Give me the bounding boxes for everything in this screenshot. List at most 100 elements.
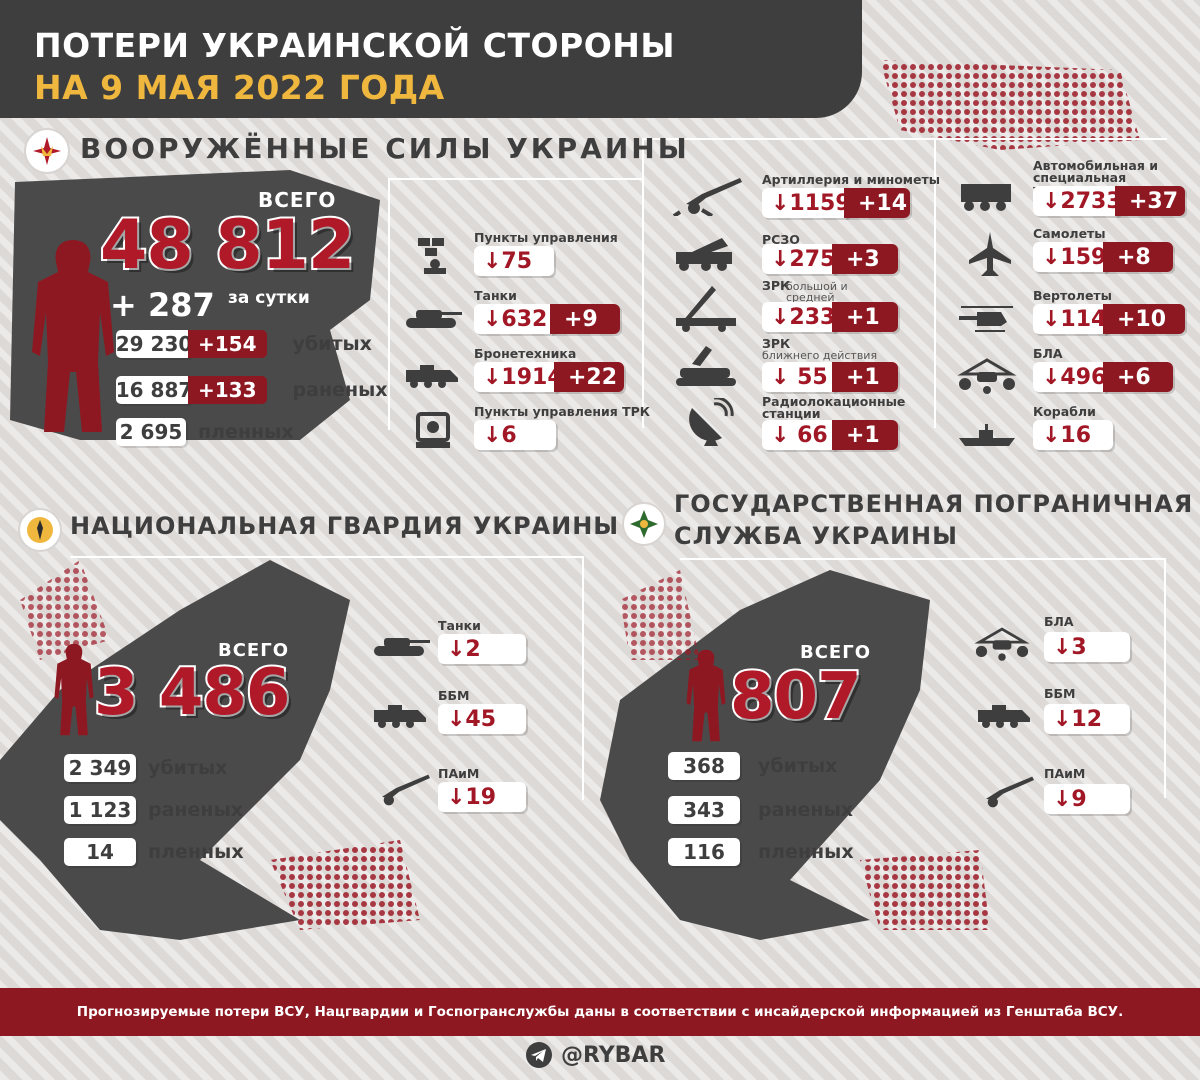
stat-value: 1 123 <box>64 796 136 824</box>
item-value-pill: ↓2 <box>438 634 526 664</box>
item-delta: +1 <box>832 302 898 332</box>
item-value: ↓3 <box>1044 632 1130 662</box>
credit[interactable]: @RYBAR <box>525 1038 685 1072</box>
soldier-silhouette-icon <box>686 649 726 742</box>
stat-value: 2 349 <box>64 754 136 782</box>
item-label: Бронетехника <box>474 346 577 361</box>
ifv-icon <box>374 705 426 728</box>
item-value: ↓496 <box>1033 362 1109 392</box>
ew-station-icon <box>416 412 450 448</box>
tank-icon <box>406 310 462 328</box>
bs-section-title-line1: ГОСУДАРСТВЕННАЯ ПОГРАНИЧНАЯ <box>674 490 1194 518</box>
ng-stat-killed: 2 349 убитых <box>64 754 227 782</box>
afu-col2-item: ЗРК ближнего действия ↓ 55 +1 <box>670 337 930 394</box>
item-value: ↓6 <box>474 420 556 450</box>
item-value: ↓9 <box>1044 784 1130 814</box>
stat-label: пленных <box>198 421 294 443</box>
item-value: ↓45 <box>438 704 526 734</box>
ng-connector <box>582 556 584 800</box>
truck-icon <box>961 184 1011 211</box>
item-value: ↓2 <box>438 634 526 664</box>
stat-value: 343 <box>668 796 740 824</box>
apc-icon <box>406 365 458 388</box>
stat-value: 116 <box>668 838 740 866</box>
item-value: ↓1914 <box>474 362 563 392</box>
afu-stat-wounded: 16 887 +133 раненых <box>116 376 388 404</box>
afu-col2-item: Артиллерия и минометы ↓1159 +14 <box>670 170 940 220</box>
afu-col3-item: Автомобильная и специальная техника ↓273… <box>955 158 1195 218</box>
telegram-icon <box>526 1042 552 1068</box>
ng-item: ББМ ↓45 <box>370 688 585 738</box>
ng-total-label: ВСЕГО <box>218 640 289 661</box>
afu-col3-item: БЛА ↓496 +6 <box>955 346 1195 402</box>
item-value: ↓ 66 <box>762 420 838 450</box>
afu-section-title: ВООРУЖЁННЫЕ СИЛЫ УКРАИНЫ <box>80 132 690 165</box>
item-delta: +10 <box>1103 304 1185 334</box>
item-delta: +1 <box>832 420 898 450</box>
footer-note: Прогнозируемые потери ВСУ, Нацгвардии и … <box>0 988 1200 1036</box>
afu-col3-item: Корабли ↓16 <box>955 404 1195 460</box>
stat-value: 2 695 <box>116 418 186 446</box>
afu-stat-killed: 29 230 +154 убитых <box>116 330 372 358</box>
ng-section-title: НАЦИОНАЛЬНАЯ ГВАРДИЯ УКРАИНЫ <box>70 512 620 540</box>
radar-icon <box>689 398 734 446</box>
stat-delta: +154 <box>188 330 267 358</box>
stat-label: раненых <box>758 799 853 821</box>
item-delta: +9 <box>550 304 620 334</box>
ng-stat-captured: 14 пленных <box>64 838 244 866</box>
afu-connector <box>642 138 1167 140</box>
afu-col2-item: РСЗО ↓275 +3 <box>670 228 930 278</box>
page-date: НА 9 МАЯ 2022 ГОДА <box>34 68 445 107</box>
item-value-pill: ↓159 +8 <box>1033 242 1173 272</box>
footer-text: Прогнозируемые потери ВСУ, Нацгвардии и … <box>76 1004 1124 1020</box>
item-label: РСЗО <box>762 232 800 247</box>
ng-total-value: 3 486 <box>92 654 292 732</box>
bs-item: ПАиМ ↓9 <box>974 766 1164 816</box>
item-label: Корабли <box>1033 404 1096 419</box>
afu-daily-label: за сутки <box>228 288 310 308</box>
item-value: ↓159 <box>1033 242 1109 272</box>
item-label: Танки <box>474 288 517 303</box>
item-value: ↓19 <box>438 782 526 812</box>
stat-value: 29 230 <box>115 330 193 358</box>
header-banner <box>0 0 862 118</box>
tank-icon <box>374 638 430 656</box>
helicopter-icon <box>959 306 1013 332</box>
afu-col2-item: Радиолокационные станции ↓ 66 +1 <box>670 395 930 452</box>
stat-label: убитых <box>292 333 372 355</box>
long-range-sam-icon <box>676 286 736 332</box>
afu-col2-item: ЗРК большой и средней дальности ↓233+1 <box>670 279 930 336</box>
item-label: Самолеты <box>1033 226 1106 241</box>
page-title: ПОТЕРИ УКРАИНСКОЙ СТОРОНЫ <box>34 26 676 65</box>
bs-total-label: ВСЕГО <box>800 642 871 663</box>
item-value: ↓ 55 <box>762 362 838 392</box>
item-value-pill: ↓75 <box>474 246 554 276</box>
item-label: ББМ <box>1044 686 1076 701</box>
stat-label: убитых <box>148 757 228 779</box>
item-label: ПАиМ <box>438 766 480 781</box>
artillery-icon <box>672 178 742 216</box>
afu-connector <box>388 178 390 430</box>
afu-connector <box>934 138 936 428</box>
bs-stat-captured: 116 пленных <box>668 838 854 866</box>
item-value-pill: ↓ 55 +1 <box>762 362 898 392</box>
bs-section-title-line2: СЛУЖБА УКРАИНЫ <box>674 522 958 550</box>
item-value-pill: ↓45 <box>438 704 526 734</box>
item-value-pill: ↓632 +9 <box>474 304 620 334</box>
ship-icon <box>959 424 1015 446</box>
item-value-pill: ↓3 <box>1044 632 1130 662</box>
item-value: ↓1159 <box>762 188 851 218</box>
afu-total-value: 48 812 <box>98 204 357 287</box>
item-value-pill: ↓2733 +37 <box>1033 186 1185 216</box>
item-value-pill: ↓12 <box>1044 704 1130 734</box>
item-label: Пункты управления ТРК <box>474 404 651 419</box>
afu-stat-captured: 2 695 пленных <box>116 418 294 446</box>
stat-value: 16 887 <box>115 376 193 404</box>
stat-label: раненых <box>292 379 388 401</box>
stat-label: пленных <box>148 841 244 863</box>
item-value-pill: ↓16 <box>1033 420 1113 450</box>
short-range-sam-icon <box>676 346 736 386</box>
item-value-pill: ↓496 +6 <box>1033 362 1173 392</box>
afu-col3-item: Самолеты ↓159 +8 <box>955 226 1195 282</box>
soldier-silhouette-icon <box>32 240 114 432</box>
